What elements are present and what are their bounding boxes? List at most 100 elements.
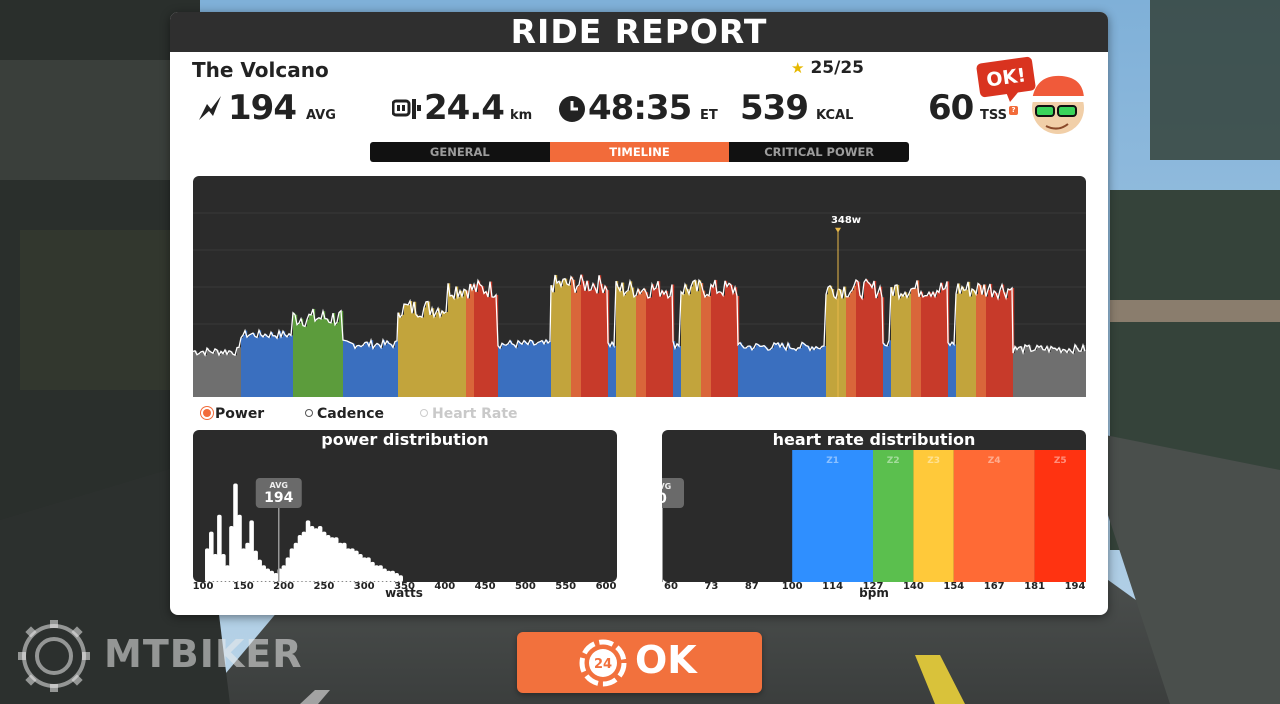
- timeline-bar: [540, 341, 543, 397]
- timeline-bar: [412, 313, 415, 397]
- coach-badge: OK!: [985, 64, 1027, 91]
- tab-timeline[interactable]: TIMELINE: [549, 142, 730, 162]
- timeline-bar: [664, 294, 667, 397]
- timeline-bar: [373, 348, 376, 397]
- timeline-bar: [738, 344, 741, 397]
- power-histogram-bar: [249, 520, 254, 582]
- timeline-bar: [603, 293, 606, 397]
- lightning-icon: [199, 96, 221, 120]
- timeline-bar: [1065, 349, 1068, 397]
- power-tick-label: 500: [514, 581, 536, 592]
- timeline-bar: [197, 354, 200, 397]
- power-timeline-chart[interactable]: 348w: [193, 176, 1086, 397]
- avg-badge-value: 194: [264, 490, 293, 506]
- power-histogram-bar: [273, 573, 279, 582]
- timeline-bar: [573, 279, 576, 397]
- timeline-bar: [319, 317, 322, 397]
- timeline-bar: [1067, 352, 1070, 397]
- timeline-bar: [528, 344, 531, 397]
- legend-power-label: Power: [215, 406, 265, 422]
- timeline-bar: [496, 294, 499, 397]
- timeline-bar: [1027, 346, 1030, 397]
- timeline-bar: [917, 280, 920, 397]
- power-tick-label: 550: [555, 581, 577, 592]
- timeline-bar: [899, 298, 902, 397]
- timeline-bar: [1049, 351, 1052, 397]
- timeline-bar: [536, 344, 539, 397]
- power-histogram-bar: [370, 561, 375, 582]
- timeline-bar: [446, 312, 449, 397]
- timeline-bar: [675, 348, 678, 397]
- power-histogram-bar: [205, 548, 210, 582]
- hr-tick-label: 100: [781, 581, 803, 592]
- legend-cadence[interactable]: Cadence: [305, 406, 384, 422]
- ok-button[interactable]: 24 OK: [517, 632, 762, 693]
- timeline-bar: [575, 292, 578, 397]
- power-histogram-bar: [285, 557, 291, 582]
- peak-triangle-icon: [835, 227, 841, 233]
- timeline-bar: [375, 345, 378, 397]
- timeline-bar: [438, 308, 441, 397]
- timeline-bar: [305, 326, 308, 397]
- timeline-bar: [502, 343, 505, 397]
- power-histogram-bar: [245, 542, 250, 582]
- timeline-bar: [966, 289, 969, 397]
- timeline-bar: [359, 345, 362, 397]
- timeline-bar: [599, 275, 602, 397]
- elapsed-time-unit: ET: [700, 108, 718, 123]
- timeline-bar: [345, 340, 348, 397]
- power-histogram-bar: [333, 537, 339, 582]
- tss-info-icon[interactable]: ?: [1009, 106, 1018, 115]
- legend-heart-rate[interactable]: Heart Rate: [420, 406, 518, 422]
- timeline-bar: [618, 286, 621, 397]
- legend-power[interactable]: Power: [203, 406, 264, 422]
- legend-heart-rate-label: Heart Rate: [432, 406, 518, 422]
- timeline-bar: [591, 289, 594, 397]
- timeline-bar: [480, 284, 483, 397]
- timeline-bar: [727, 286, 730, 397]
- timeline-bar: [804, 343, 807, 397]
- power-tick-label: 200: [273, 581, 295, 592]
- tab-general[interactable]: GENERAL: [370, 142, 550, 162]
- timeline-bar: [893, 295, 896, 397]
- ok-button-label: OK: [635, 638, 697, 682]
- timeline-bar: [658, 281, 661, 397]
- timeline-bar: [707, 294, 710, 397]
- timeline-bar: [488, 297, 491, 397]
- timeline-bar: [369, 346, 372, 397]
- timeline-bar: [339, 312, 342, 397]
- route-name: The Volcano: [192, 58, 329, 82]
- timeline-bar: [640, 293, 643, 397]
- timeline-bar: [666, 291, 669, 397]
- stat-power: 194 AVG: [196, 88, 346, 132]
- timeline-bar: [725, 280, 728, 397]
- power-histogram-bar: [398, 575, 403, 582]
- timeline-bar: [484, 293, 487, 397]
- timeline-bar: [213, 353, 216, 397]
- timeline-bar: [677, 343, 680, 397]
- timeline-bar: [263, 336, 266, 397]
- timeline-bar: [880, 286, 883, 397]
- timeline-bar: [866, 279, 869, 397]
- timeline-bar: [824, 345, 827, 397]
- timeline-bar: [988, 289, 991, 397]
- timeline-bar: [313, 308, 316, 397]
- timeline-bar: [367, 342, 370, 397]
- timeline-bar: [559, 281, 562, 397]
- timeline-bar: [810, 350, 813, 397]
- timeline-bar: [1083, 345, 1086, 397]
- timeline-bar: [729, 283, 732, 397]
- timeline-bar: [349, 342, 352, 397]
- stat-tss: 60 TSS ?: [928, 88, 1028, 132]
- timeline-bar: [1002, 284, 1005, 397]
- power-distribution-title: power distribution: [321, 430, 489, 449]
- timeline-bar: [650, 297, 653, 397]
- avg-power-value: 194: [228, 88, 297, 128]
- timeline-bar: [1029, 345, 1032, 397]
- timeline-bar: [909, 293, 912, 397]
- timeline-bar: [267, 336, 270, 397]
- timeline-bar: [365, 342, 368, 397]
- tab-critical-power[interactable]: CRITICAL POWER: [729, 142, 909, 162]
- timeline-bar: [735, 287, 738, 397]
- timeline-bar: [612, 342, 615, 397]
